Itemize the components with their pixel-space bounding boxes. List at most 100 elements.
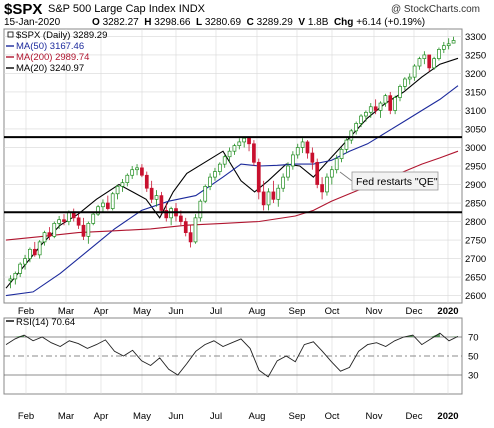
rsi-y-tick-label: 70	[468, 333, 479, 344]
candle-body	[368, 106, 373, 113]
candle-body	[398, 86, 402, 98]
index-name-text: S&P 500 Large Cap Index	[48, 3, 176, 15]
candle-body	[213, 171, 217, 178]
candle-body	[47, 232, 52, 237]
candle-body	[8, 278, 13, 282]
candle-body	[373, 106, 378, 111]
candle-body	[52, 223, 57, 237]
candle-body	[349, 130, 354, 141]
candle-body	[310, 152, 315, 163]
low-value: 3280.69	[204, 17, 242, 28]
candle-body	[42, 232, 47, 243]
rsi-x-tick-label: Mar	[58, 411, 74, 422]
price-y-tick-label: 3250	[465, 50, 486, 61]
price-x-tick-label: Nov	[366, 306, 383, 317]
price-y-tick-label: 3100	[465, 106, 486, 117]
candle-body	[130, 169, 135, 176]
candle-body	[23, 258, 27, 265]
candle-body	[412, 65, 417, 78]
candle-body	[125, 174, 130, 184]
candle-body	[232, 145, 237, 152]
price-x-tick-label: Aug	[249, 306, 266, 317]
price-y-tick-label: 3300	[465, 32, 486, 43]
rsi-y-tick-label: 30	[468, 371, 479, 382]
price-y-tick-label: 3200	[465, 69, 486, 80]
candle-body	[242, 137, 247, 143]
ma-line-ma50	[5, 85, 459, 297]
rsi-x-tick-label: May	[133, 411, 151, 422]
candle-body	[222, 156, 227, 165]
price-legend-entry: MA(200) 2989.74	[16, 52, 89, 63]
price-x-tick-label: May	[133, 306, 151, 317]
candle-body	[378, 102, 383, 111]
price-legend-entry: MA(50) 3167.46	[16, 41, 84, 52]
candle-body	[305, 141, 310, 154]
candle-body	[110, 193, 115, 209]
candle-body	[193, 217, 198, 243]
price-legend-entry: $SPX (Daily) 3289.29	[16, 30, 107, 41]
symbol-title: $SPX	[4, 1, 43, 18]
rsi-x-tick-label: Aug	[249, 411, 266, 422]
candle-body	[281, 176, 285, 189]
candle-body	[339, 148, 344, 159]
price-legend-entry: MA(20) 3240.97	[16, 63, 84, 74]
candle-body	[393, 97, 397, 111]
candle-body	[354, 123, 359, 132]
candle-body	[135, 167, 139, 171]
candle-body	[237, 141, 242, 146]
candle-body	[295, 147, 300, 156]
candle-body	[300, 141, 305, 148]
candle-body	[407, 76, 412, 80]
candle-body	[422, 54, 427, 59]
rsi-x-tick-label: Dec	[406, 411, 423, 422]
rsi-x-tick-label: Sep	[289, 411, 306, 422]
candle-body	[154, 195, 159, 200]
candle-body	[441, 45, 446, 50]
candle-body	[417, 58, 422, 67]
rsi-x-tick-label: Feb	[18, 411, 34, 422]
candle-body	[76, 217, 81, 226]
price-x-tick-label: 2020	[437, 306, 458, 317]
annotation-text: Fed restarts "QE"	[356, 176, 438, 188]
legend-swatch-box	[7, 31, 14, 38]
close-value: 3289.29	[256, 17, 293, 28]
candle-body	[276, 187, 281, 200]
price-y-tick-label: 2850	[465, 199, 486, 210]
volume-value: 1.8B	[307, 17, 329, 28]
close-label: C	[246, 17, 254, 28]
candle-body	[320, 184, 324, 193]
candle-body	[383, 95, 388, 104]
rsi-x-tick-label: 2020	[437, 411, 458, 422]
price-x-tick-label: Apr	[94, 306, 109, 317]
price-y-tick-label: 2900	[465, 180, 486, 191]
rsi-overbought-fill	[448, 336, 458, 337]
price-y-tick-label: 2600	[465, 291, 486, 302]
candle-body	[140, 167, 144, 176]
price-x-tick-label: Feb	[18, 306, 34, 317]
candle-body	[344, 139, 349, 150]
rsi-x-tick-label: Jul	[210, 411, 222, 422]
candle-body	[446, 43, 451, 47]
volume-label: V	[298, 17, 306, 28]
candle-body	[437, 49, 441, 59]
candle-body	[13, 273, 18, 280]
rsi-x-tick-label: Jun	[168, 411, 183, 422]
open-label: O	[92, 17, 100, 28]
candle-body	[203, 186, 208, 202]
candle-body	[183, 221, 188, 233]
candle-body	[359, 115, 363, 124]
candle-body	[403, 78, 407, 87]
candle-body	[329, 169, 334, 178]
price-x-tick-label: Jun	[168, 306, 183, 317]
candle-body	[291, 154, 295, 167]
exchange-text: INDX	[178, 3, 205, 15]
candle-body	[208, 176, 212, 187]
annotation-box	[351, 171, 439, 191]
candle-body	[334, 158, 339, 171]
candle-body	[388, 95, 393, 111]
candle-body	[28, 248, 32, 259]
candle-body	[105, 202, 110, 209]
rsi-y-tick-label: 50	[468, 352, 479, 363]
annotation-pointer	[339, 171, 353, 182]
